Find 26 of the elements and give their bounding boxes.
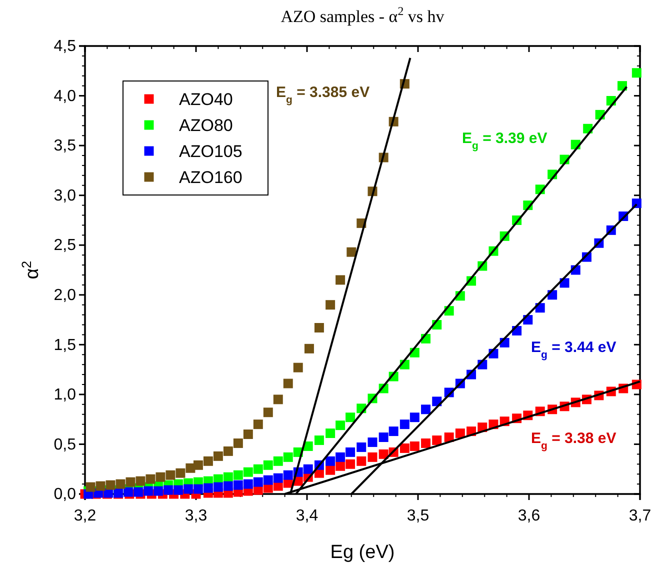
y-tick-label: 3,5 xyxy=(54,138,76,155)
x-tick-label: 3,6 xyxy=(518,508,540,525)
x-tick-label: 3,2 xyxy=(74,508,96,525)
y-tick-label: 4,0 xyxy=(54,88,76,105)
chart-title: AZO samples - α$^{2}$ vs hv xyxy=(280,4,445,26)
y-tick-label: 1,5 xyxy=(54,336,76,354)
legend-label: AZO40 xyxy=(179,90,233,109)
legend-label: AZO105 xyxy=(179,142,242,161)
y-tick-label: 0,5 xyxy=(54,436,76,454)
x-tick-label: 3,7 xyxy=(628,508,652,525)
y-tick-label: 0,0 xyxy=(54,486,76,504)
x-axis-title: Eg (eV) xyxy=(330,542,395,563)
x-tick-label: 3,4 xyxy=(296,508,318,525)
y-tick-label: 2,0 xyxy=(54,287,76,304)
legend-label: AZO80 xyxy=(179,116,233,135)
annotation: E$_{g}$ = 3.39 eV xyxy=(462,130,548,152)
x-tick-label: 3,3 xyxy=(184,508,208,525)
annotation: E$_{g}$ = 3.38 eV xyxy=(531,430,616,452)
y-tick-label: 4,5 xyxy=(54,38,76,56)
legend-label: AZO160 xyxy=(179,168,242,187)
annotation: E$_{g}$ = 3.385 eV xyxy=(276,84,370,106)
x-tick-label: 3,5 xyxy=(406,508,430,525)
y-tick-label: 1,0 xyxy=(54,386,76,404)
annotation: E$_{g}$ = 3.44 eV xyxy=(531,339,616,361)
y-tick-label: 2,5 xyxy=(54,237,76,254)
y-tick-label: 3,0 xyxy=(54,187,76,204)
